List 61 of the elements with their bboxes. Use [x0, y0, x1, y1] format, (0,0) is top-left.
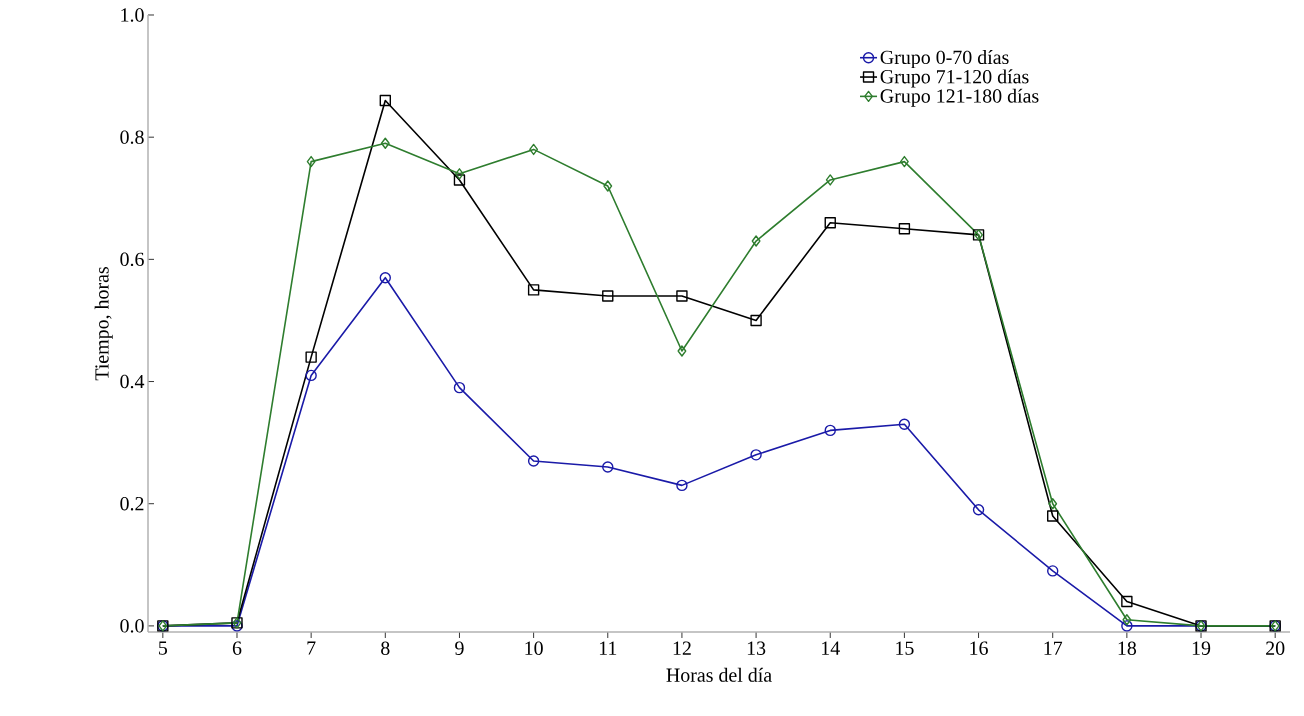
- y-tick-label: 0.4: [120, 374, 145, 389]
- point: [306, 155, 316, 168]
- point: [677, 345, 687, 357]
- x-tick-label: 20: [1266, 641, 1285, 655]
- point: [824, 424, 836, 437]
- point: [1121, 595, 1133, 608]
- point: [1047, 565, 1059, 577]
- point: [1048, 498, 1058, 510]
- y-axis-title: Tiempo, horas: [94, 267, 113, 381]
- x-tick-label: 12: [673, 641, 691, 655]
- x-tick-label: 10: [525, 641, 543, 655]
- point: [750, 314, 762, 327]
- legend-label: Grupo 71-120 días: [880, 69, 1029, 88]
- x-tick-label: 11: [599, 641, 617, 655]
- point: [453, 174, 466, 186]
- point: [305, 369, 317, 382]
- x-tick-label: 16: [970, 641, 988, 655]
- x-tick-label: 14: [822, 641, 840, 655]
- x-tick-label: 8: [381, 641, 390, 655]
- x-tick-label: 13: [747, 641, 766, 655]
- legend-label: Grupo 0-70 días: [880, 50, 1009, 69]
- point: [825, 174, 835, 186]
- x-tick-label: 18: [1118, 641, 1137, 655]
- point: [1122, 614, 1132, 626]
- point: [972, 504, 985, 516]
- x-tick-label: 15: [896, 641, 914, 655]
- point: [305, 351, 317, 363]
- x-axis-title: Horas del día: [666, 667, 772, 682]
- point: [380, 137, 390, 149]
- point: [899, 155, 909, 168]
- point: [898, 223, 911, 235]
- point: [527, 284, 540, 296]
- point: [602, 290, 614, 302]
- y-tick-label: 0.6: [120, 252, 144, 267]
- point: [676, 290, 688, 302]
- y-tick-label: 0.8: [120, 130, 144, 144]
- x-tick-label: 5: [159, 641, 168, 655]
- point: [529, 143, 539, 156]
- x-tick-label: 7: [307, 641, 316, 655]
- point: [527, 455, 540, 467]
- point: [602, 461, 614, 473]
- point: [750, 449, 762, 461]
- point: [676, 479, 688, 492]
- point: [1047, 510, 1059, 522]
- y-tick-label: 0.2: [120, 496, 144, 511]
- x-tick-label: 17: [1044, 641, 1063, 655]
- point: [898, 418, 911, 430]
- point: [455, 168, 464, 180]
- point: [751, 235, 761, 247]
- point: [379, 94, 391, 107]
- point: [453, 381, 466, 394]
- point: [1121, 620, 1133, 632]
- y-tick-label: 1.0: [121, 8, 144, 22]
- point: [824, 217, 836, 229]
- point: [379, 271, 391, 284]
- x-tick-label: 9: [455, 641, 464, 655]
- x-tick-label: 19: [1192, 641, 1211, 655]
- x-tick-label: 6: [232, 641, 242, 655]
- point: [603, 180, 613, 192]
- legend-label: Grupo 121-180 días: [880, 88, 1039, 107]
- y-tick-label: 0.0: [120, 619, 144, 633]
